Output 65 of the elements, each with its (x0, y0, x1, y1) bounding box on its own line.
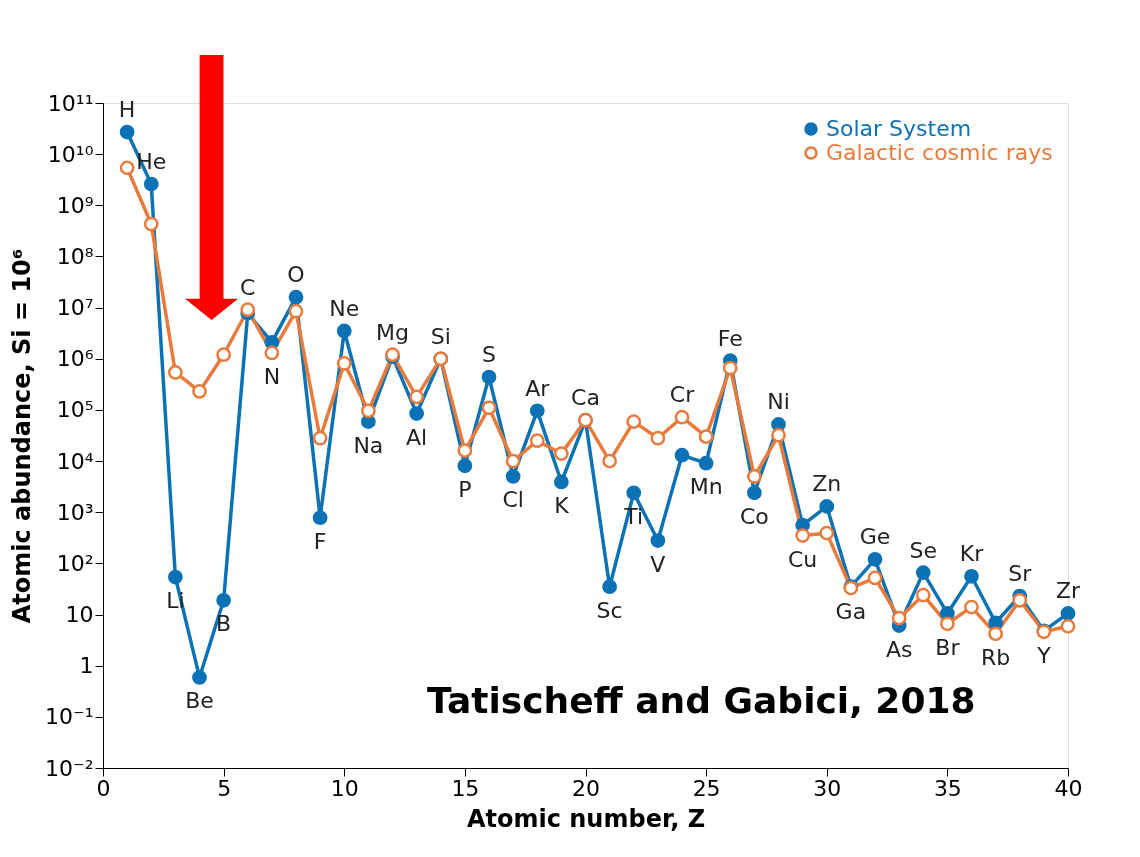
annotation: Rb (980, 644, 1011, 670)
annotation: Cu (787, 546, 818, 572)
y-tick-label: 10⁻¹ (45, 704, 94, 730)
annotation: Na (353, 432, 384, 458)
annotation: Y (1036, 642, 1052, 668)
legend-label: Solar System (826, 116, 972, 141)
y-tick-label: 10 (65, 602, 94, 628)
y-tick-label: 10⁶ (56, 346, 94, 372)
annotation: Zr (1055, 578, 1082, 604)
x-axis-title: Atomic number, Z (466, 804, 706, 833)
annotation: As (885, 636, 913, 662)
annotation: P (458, 476, 472, 502)
annotation: Ga (835, 599, 867, 625)
annotation: Co (739, 503, 769, 529)
annotation: Ar (525, 375, 551, 401)
x-tick-label: 5 (217, 775, 232, 801)
annotation: Fe (717, 325, 743, 351)
annotation: Kr (959, 541, 985, 567)
annotation: Ca (571, 385, 600, 411)
x-tick-label: 30 (813, 775, 842, 801)
annotation: S (482, 342, 496, 368)
y-tick-label: 10⁷ (56, 295, 94, 321)
x-tick-label: 40 (1054, 775, 1083, 801)
annotation: B (216, 611, 232, 637)
annotation: Be (185, 688, 214, 714)
y-tick-label: 10¹¹ (47, 90, 94, 116)
annotation: Ni (767, 389, 790, 415)
y-tick-label: 10⁸ (56, 243, 94, 269)
x-tick-label: 0 (96, 775, 111, 801)
x-tick-label: 20 (572, 775, 600, 801)
annotation: Ge (859, 524, 891, 550)
annotation: Al (406, 424, 428, 450)
y-tick-label: 10⁵ (56, 397, 94, 423)
annotation: Cr (669, 382, 696, 408)
annotation: Sc (596, 597, 623, 623)
annotation: Mn (689, 474, 723, 500)
annotation: V (650, 551, 666, 577)
annotation: C (240, 274, 256, 300)
x-tick-label: 25 (692, 775, 721, 801)
annotation: Mg (376, 319, 409, 345)
annotation: Br (935, 634, 961, 660)
annotation: Se (909, 537, 937, 563)
annotation: F (313, 528, 327, 554)
y-tick-label: 10² (56, 550, 94, 576)
annotation: N (263, 363, 281, 389)
annotation: K (554, 493, 570, 518)
x-tick-label: 15 (451, 775, 480, 801)
annotation: Cl (502, 487, 524, 513)
annotation: Tatischeff and Gabici, 2018 (427, 679, 976, 721)
annotation: Ne (329, 295, 360, 321)
y-axis-title: Atomic abundance, Si = 10⁶ (8, 248, 37, 624)
y-tick-label: 10⁻² (45, 755, 94, 781)
x-tick-label: 35 (933, 775, 962, 801)
annotation: Si (430, 323, 451, 349)
y-tick-label: 10³ (56, 499, 94, 525)
y-tick-label: 10¹⁰ (47, 141, 94, 167)
annotation: Sr (1008, 561, 1033, 587)
y-tick-label: 1 (79, 653, 94, 679)
annotation: H (118, 97, 136, 123)
annotation: Zn (812, 471, 842, 497)
x-tick-label: 10 (330, 775, 359, 801)
y-tick-label: 10⁹ (56, 192, 94, 218)
legend-label: Galactic cosmic rays (826, 140, 1053, 165)
y-tick-label: 10⁴ (56, 448, 94, 474)
annotation: O (287, 262, 305, 288)
